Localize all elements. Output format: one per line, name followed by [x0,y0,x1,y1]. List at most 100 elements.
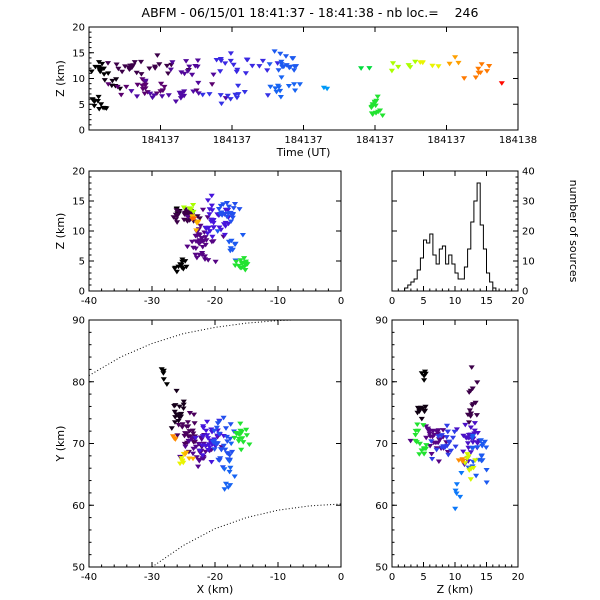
source-point [195,464,202,470]
source-point [465,436,472,441]
source-point [279,64,286,70]
source-point [412,59,419,65]
source-point [205,258,212,263]
source-point [283,63,290,68]
source-point [460,458,467,464]
source-point [264,68,271,73]
source-point [243,427,250,433]
source-point [214,421,221,426]
source-point [190,431,197,437]
source-point [167,67,174,73]
source-point [199,434,206,439]
source-point [217,203,224,209]
source-point [429,63,436,69]
source-point [173,412,180,417]
source-point [199,245,206,250]
source-point [179,259,186,265]
source-point [179,257,186,263]
source-point [435,440,442,446]
source-point [231,435,238,441]
y-tick-label: 50 [375,563,388,574]
source-point [419,406,426,412]
plot-frame [391,319,519,568]
source-point [198,443,205,448]
source-point [188,437,195,442]
source-point [236,207,243,212]
source-point [142,78,149,84]
source-point [229,213,236,218]
source-point [214,229,221,234]
source-point [415,428,422,434]
source-point [184,420,191,425]
source-point [467,388,474,394]
source-point [461,76,468,81]
source-point [227,436,234,442]
source-point [195,91,202,96]
source-point [183,211,190,216]
source-point [416,409,423,415]
source-point [451,429,458,435]
source-point [443,435,450,440]
source-point [227,465,234,471]
source-point [176,461,184,467]
source-point [200,239,207,244]
source-point [115,66,122,72]
source-point [217,69,224,74]
source-point [193,255,200,261]
x-tick-label: 20 [512,572,525,583]
plot-marks [170,193,251,275]
source-point [169,60,176,65]
source-point [237,258,244,263]
source-point [445,452,452,458]
source-point [452,444,459,450]
y-tick-label: 0 [522,287,528,298]
source-point [221,487,228,492]
source-point [199,453,206,458]
source-point [462,422,469,428]
source-point [186,456,193,462]
y-tick-label: 90 [375,316,388,327]
source-point [168,426,175,431]
source-point [95,60,103,65]
source-point [163,382,170,387]
source-point [227,51,234,56]
source-point [278,75,285,80]
y-tick-label: 90 [72,316,85,327]
source-point [113,62,120,68]
x-tick-label: 184137 [284,135,322,146]
source-point [213,425,220,431]
plot-marks [404,182,500,291]
source-point [324,86,331,92]
source-point [237,265,244,271]
source-point [90,98,97,104]
source-point [189,451,197,457]
source-point [193,221,201,226]
source-point [95,94,102,100]
source-point [223,434,230,440]
source-point [422,424,430,429]
source-point [165,93,172,98]
source-point [190,89,197,95]
source-point [189,239,196,245]
x-tick-label: -40 [81,296,97,307]
x-tick-label: -20 [207,572,223,583]
source-point [227,211,234,216]
source-point [472,458,479,463]
source-point [452,55,459,60]
source-point [278,59,285,65]
source-point [179,425,186,430]
source-point [197,223,204,229]
source-point [194,58,201,64]
source-point [222,61,229,66]
source-point [184,69,191,74]
source-point [210,239,217,244]
source-point [222,224,229,229]
source-point [178,456,185,461]
source-point [379,113,386,119]
source-point [478,454,485,459]
source-point [225,207,232,213]
x-axis-label: X (km) [197,583,234,596]
source-point [141,82,149,88]
source-point [105,71,112,76]
source-point [225,204,232,210]
